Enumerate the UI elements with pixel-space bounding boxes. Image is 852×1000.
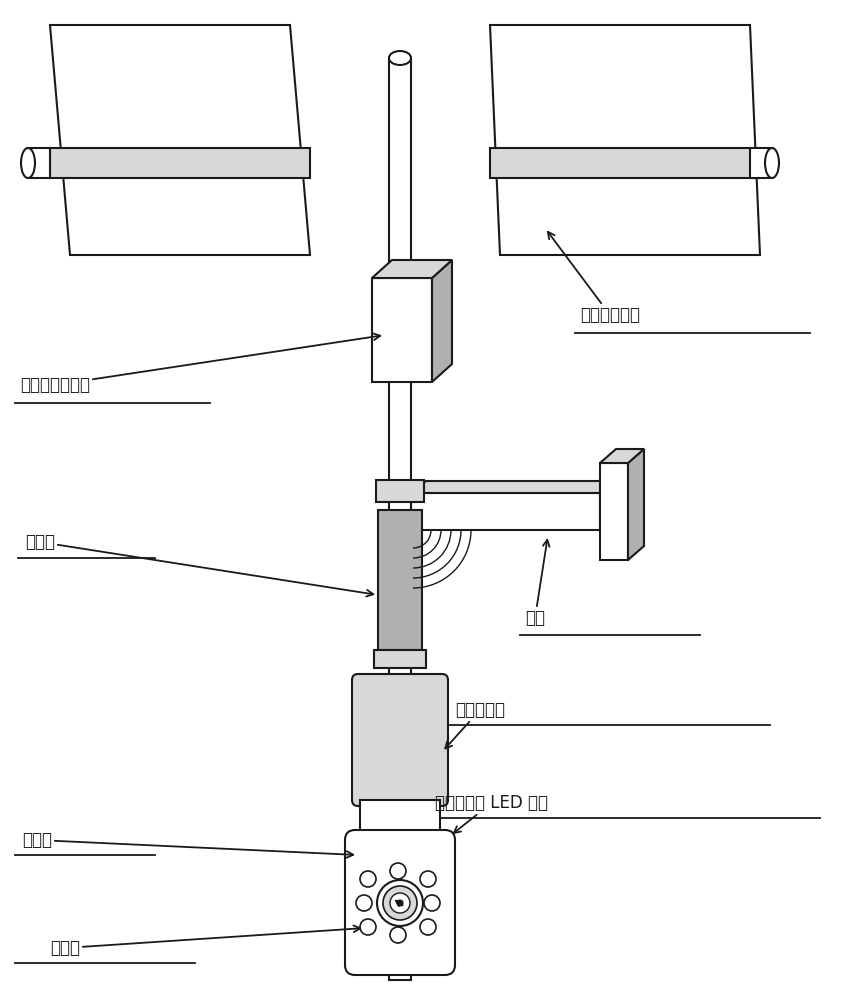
Polygon shape (489, 25, 759, 255)
Circle shape (360, 871, 376, 887)
Bar (377, 510, 422, 650)
Text: 控制器: 控制器 (25, 533, 373, 597)
Bar (360, 800, 440, 840)
Text: 太阳能电池组件: 太阳能电池组件 (20, 333, 380, 394)
Bar (599, 463, 627, 560)
Text: 太阳能接收板: 太阳能接收板 (547, 232, 639, 324)
Bar (373, 650, 425, 668)
FancyBboxPatch shape (352, 674, 447, 806)
Circle shape (396, 900, 402, 906)
Text: 摄像头: 摄像头 (50, 925, 360, 957)
Circle shape (419, 919, 435, 935)
Bar (749, 148, 771, 178)
Polygon shape (411, 481, 614, 493)
Circle shape (419, 871, 435, 887)
FancyBboxPatch shape (344, 830, 454, 975)
Polygon shape (599, 449, 643, 463)
Circle shape (383, 886, 417, 920)
Polygon shape (371, 260, 452, 278)
Circle shape (360, 919, 376, 935)
Text: 阵列式红外 LED 信号: 阵列式红外 LED 信号 (435, 794, 547, 833)
Text: 透明罩: 透明罩 (22, 831, 353, 858)
Polygon shape (50, 148, 309, 178)
Circle shape (389, 927, 406, 943)
Bar (389, 60, 411, 980)
Text: 摄像机外罩: 摄像机外罩 (445, 701, 504, 748)
Circle shape (423, 895, 440, 911)
Polygon shape (489, 148, 759, 178)
Bar (376, 480, 423, 502)
Polygon shape (431, 260, 452, 382)
Text: 支架: 支架 (524, 540, 549, 627)
Bar (371, 278, 431, 382)
Ellipse shape (21, 148, 35, 178)
Bar (411, 493, 599, 530)
Circle shape (377, 880, 423, 926)
Ellipse shape (764, 148, 778, 178)
Ellipse shape (389, 51, 411, 65)
Bar (28, 148, 50, 178)
Polygon shape (627, 449, 643, 560)
Circle shape (355, 895, 371, 911)
Circle shape (389, 893, 410, 913)
Circle shape (389, 863, 406, 879)
Polygon shape (50, 25, 309, 255)
